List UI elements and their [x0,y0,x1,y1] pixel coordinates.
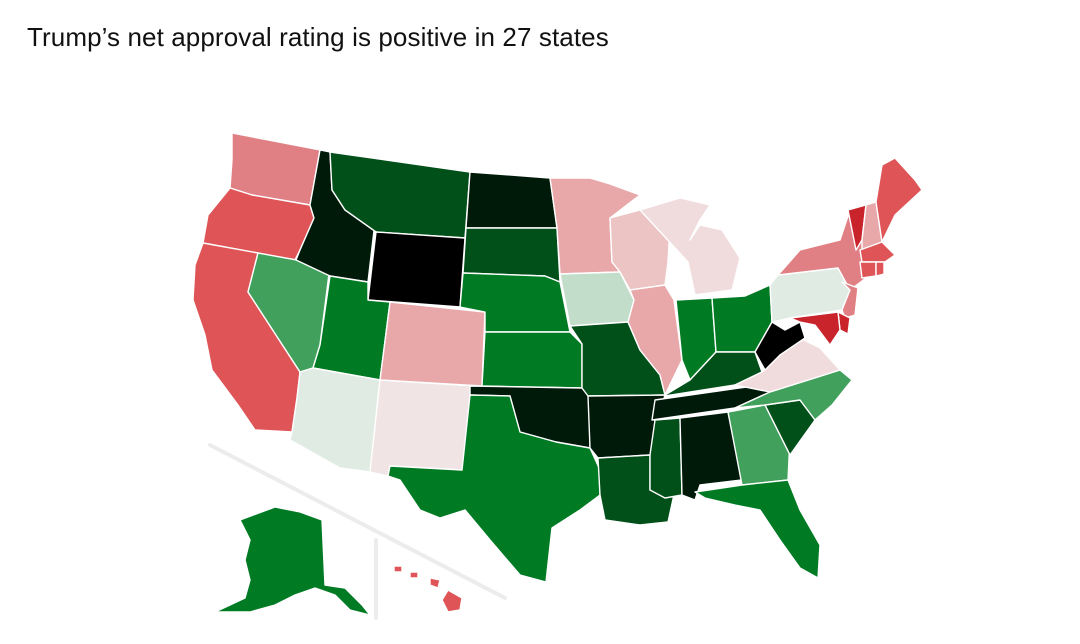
state-hawaii-big-island[interactable] [441,589,463,613]
state-colorado[interactable] [379,301,486,387]
state-illinois[interactable] [627,284,683,396]
state-massachusetts[interactable] [859,241,896,263]
state-west-virginia[interactable] [754,321,806,371]
state-arizona[interactable] [289,367,381,473]
state-mississippi[interactable] [649,417,683,499]
state-texas[interactable] [387,394,601,583]
state-michigan[interactable] [639,197,741,296]
state-florida[interactable] [694,479,821,579]
state-hawaii-maui[interactable] [429,577,441,589]
state-kentucky[interactable] [664,351,763,397]
state-wyoming[interactable] [367,231,466,308]
state-iowa[interactable] [559,271,635,327]
state-maine[interactable] [875,157,923,243]
state-hawaii-oahu[interactable] [409,571,419,579]
state-alaska[interactable] [214,506,371,616]
state-hawaii-kauai[interactable] [393,565,403,573]
state-north-dakota[interactable] [465,171,558,229]
state-new-mexico[interactable] [369,379,476,477]
inset-divider [208,443,507,600]
state-connecticut[interactable] [859,261,877,279]
state-rhode-island[interactable] [875,261,885,277]
state-kansas[interactable] [481,331,583,389]
state-maryland[interactable] [789,311,841,346]
state-hawaii-group [393,565,463,613]
chart-title: Trump’s net approval rating is positive … [27,22,609,52]
